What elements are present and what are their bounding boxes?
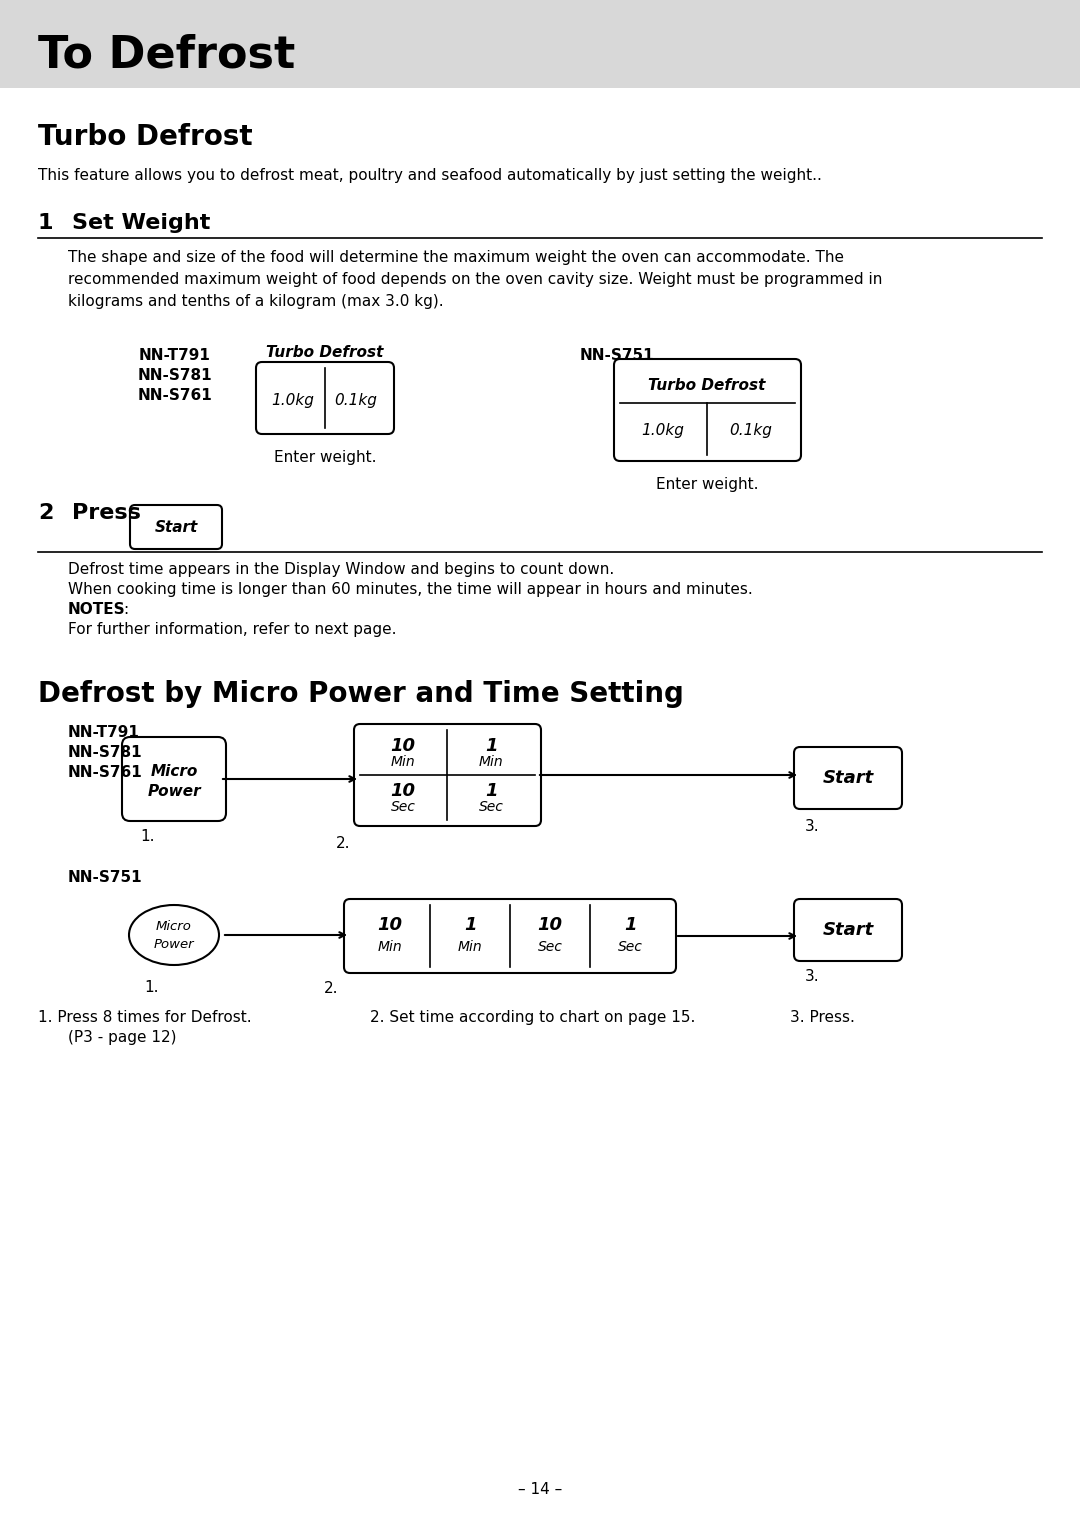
Text: Start: Start [822,769,874,787]
Text: NOTES: NOTES [68,602,125,617]
Text: NN-S761: NN-S761 [137,388,213,403]
Text: 1.: 1. [144,979,159,995]
Text: Min: Min [391,755,416,769]
Text: Micro: Micro [157,920,192,934]
Text: Set Weight: Set Weight [72,212,211,232]
Text: 2.: 2. [324,981,338,996]
Text: 2: 2 [38,503,53,523]
Text: – 14 –: – 14 – [518,1482,562,1497]
Text: (P3 - page 12): (P3 - page 12) [68,1030,176,1045]
Text: 1.: 1. [140,830,154,843]
Text: For further information, refer to next page.: For further information, refer to next p… [68,622,396,637]
Text: 1: 1 [463,915,476,934]
Text: 3.: 3. [805,819,820,834]
Text: Sec: Sec [478,801,503,814]
Text: NN-S751: NN-S751 [68,869,143,885]
Text: Min: Min [378,940,403,953]
Text: The shape and size of the food will determine the maximum weight the oven can ac: The shape and size of the food will dete… [68,251,843,264]
Text: 2. Set time according to chart on page 15.: 2. Set time according to chart on page 1… [370,1010,696,1025]
Text: 3. Press.: 3. Press. [789,1010,855,1025]
Text: Defrost by Micro Power and Time Setting: Defrost by Micro Power and Time Setting [38,680,684,707]
Ellipse shape [129,905,219,966]
Text: When cooking time is longer than 60 minutes, the time will appear in hours and m: When cooking time is longer than 60 minu… [68,582,753,597]
Text: Power: Power [147,784,201,799]
Text: recommended maximum weight of food depends on the oven cavity size. Weight must : recommended maximum weight of food depen… [68,272,882,287]
Text: 10: 10 [391,782,416,801]
Text: Sec: Sec [538,940,563,953]
Text: NN-S781: NN-S781 [68,746,143,759]
Bar [0,0,1080,89]
FancyBboxPatch shape [794,898,902,961]
Text: NN-T791: NN-T791 [139,348,211,364]
Text: 1: 1 [485,782,497,801]
Text: 1: 1 [624,915,636,934]
Text: This feature allows you to defrost meat, poultry and seafood automatically by ju: This feature allows you to defrost meat,… [38,168,822,183]
Text: Press: Press [72,503,140,523]
Text: 1: 1 [38,212,54,232]
Text: NN-S781: NN-S781 [137,368,213,384]
Text: Turbo Defrost: Turbo Defrost [648,377,766,393]
FancyBboxPatch shape [256,362,394,434]
Text: kilograms and tenths of a kilogram (max 3.0 kg).: kilograms and tenths of a kilogram (max … [68,293,444,309]
Text: 3.: 3. [805,969,820,984]
FancyBboxPatch shape [615,359,801,461]
Text: NN-S751: NN-S751 [580,348,654,364]
FancyBboxPatch shape [130,504,222,549]
FancyBboxPatch shape [122,736,226,821]
Text: Micro: Micro [150,764,198,778]
Text: 10: 10 [378,915,403,934]
Text: NN-T791: NN-T791 [68,724,140,740]
Text: 1. Press 8 times for Defrost.: 1. Press 8 times for Defrost. [38,1010,252,1025]
Text: Enter weight.: Enter weight. [273,451,376,465]
Text: 2.: 2. [336,836,350,851]
Text: Power: Power [153,938,194,952]
Text: Min: Min [458,940,483,953]
Text: NN-S761: NN-S761 [68,766,143,779]
Text: Min: Min [478,755,503,769]
Text: Turbo Defrost: Turbo Defrost [267,345,383,361]
Text: Sec: Sec [618,940,643,953]
Text: 1: 1 [485,736,497,755]
Text: Start: Start [154,520,198,535]
Text: Defrost time appears in the Display Window and begins to count down.: Defrost time appears in the Display Wind… [68,562,615,578]
FancyBboxPatch shape [345,898,676,973]
Text: :: : [123,602,129,617]
Text: 0.1kg: 0.1kg [730,423,772,437]
Text: 10: 10 [538,915,563,934]
FancyBboxPatch shape [354,724,541,827]
Text: Start: Start [822,921,874,940]
Text: Turbo Defrost: Turbo Defrost [38,122,253,151]
Text: Sec: Sec [391,801,416,814]
Text: 0.1kg: 0.1kg [335,393,377,408]
Text: 10: 10 [391,736,416,755]
Text: 1.0kg: 1.0kg [642,423,685,437]
Text: Enter weight.: Enter weight. [656,477,758,492]
Text: To Defrost: To Defrost [38,34,295,76]
Text: 1.0kg: 1.0kg [271,393,314,408]
FancyBboxPatch shape [794,747,902,808]
